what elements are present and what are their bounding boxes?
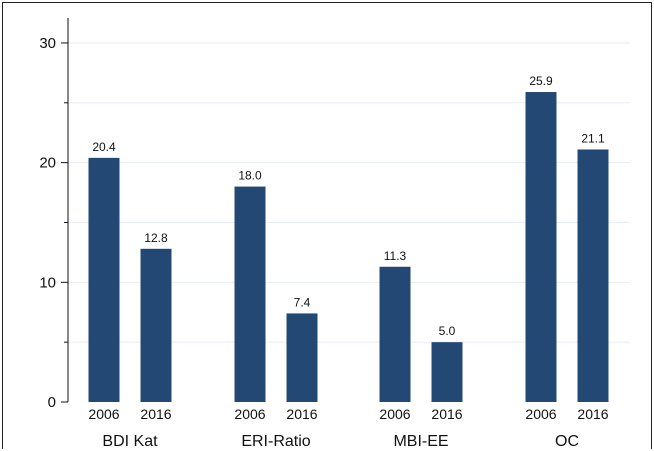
axis-layer bbox=[61, 18, 69, 403]
bars-layer bbox=[88, 92, 609, 403]
y-tick-label: 10 bbox=[39, 274, 56, 291]
bar bbox=[577, 149, 609, 402]
bar bbox=[234, 186, 266, 402]
x-tick-label: 2016 bbox=[140, 406, 171, 422]
data-label: 18.0 bbox=[238, 169, 262, 183]
group-label: OC bbox=[555, 433, 579, 450]
group-label: BDI Kat bbox=[102, 433, 158, 450]
group-label: ERI-Ratio bbox=[241, 433, 310, 450]
labels-layer: 0 10 20 30 20.4 2006 12.8 2016 BDI Kat 18.0 2006 7.… bbox=[39, 35, 608, 450]
y-tick-label: 0 bbox=[48, 394, 56, 411]
x-tick-label: 2006 bbox=[234, 406, 265, 422]
bar bbox=[286, 313, 318, 402]
data-label: 20.4 bbox=[92, 140, 116, 154]
y-tick-label: 30 bbox=[39, 35, 56, 52]
x-tick-label: 2016 bbox=[431, 406, 462, 422]
data-label: 25.9 bbox=[529, 74, 553, 88]
bar bbox=[140, 248, 172, 402]
group-label: MBI-EE bbox=[393, 433, 448, 450]
bar bbox=[431, 342, 463, 402]
data-label: 7.4 bbox=[294, 295, 311, 309]
x-tick-label: 2006 bbox=[525, 406, 556, 422]
data-label: 5.0 bbox=[439, 324, 456, 338]
x-tick-label: 2006 bbox=[379, 406, 410, 422]
data-label: 11.3 bbox=[384, 249, 407, 263]
data-label: 12.8 bbox=[144, 231, 168, 245]
bar bbox=[88, 157, 120, 402]
bar bbox=[525, 92, 557, 403]
x-tick-label: 2016 bbox=[286, 406, 317, 422]
x-tick-label: 2006 bbox=[88, 406, 119, 422]
data-label: 21.1 bbox=[581, 131, 605, 145]
y-tick-label: 20 bbox=[39, 155, 56, 172]
x-tick-label: 2016 bbox=[577, 406, 608, 422]
bar bbox=[379, 266, 411, 402]
